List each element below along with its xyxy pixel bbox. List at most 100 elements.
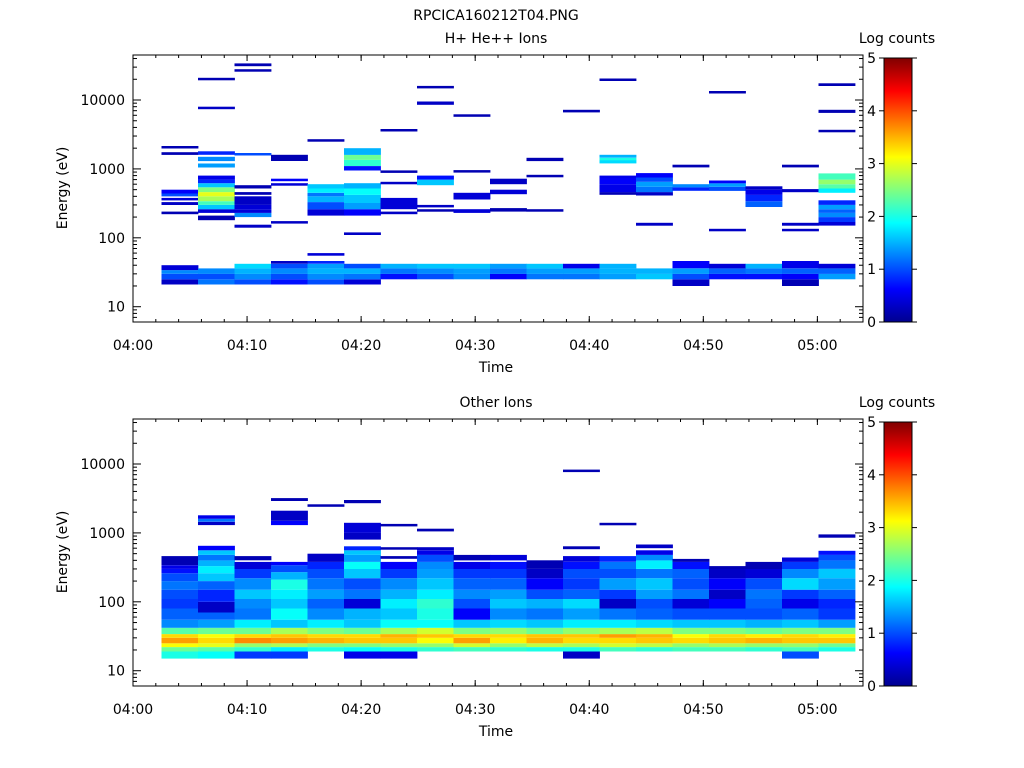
colorbar-tick-label: 2 [867, 209, 876, 225]
heatmap-cell [745, 599, 783, 609]
heatmap-cell [526, 619, 564, 628]
heatmap-cell [198, 192, 235, 197]
heatmap-cell [344, 232, 381, 235]
heatmap-cell [599, 578, 637, 590]
y-axis-label: Energy (eV) [55, 147, 71, 230]
heatmap-cell [380, 211, 418, 215]
heatmap-cell [818, 217, 856, 222]
heatmap-cell [417, 619, 454, 628]
heatmap-cell [599, 268, 637, 274]
heatmap-cell [636, 192, 673, 196]
heatmap-cell [198, 627, 235, 635]
heatmap-cell [672, 268, 710, 274]
panel-title: Other Ions [459, 395, 532, 411]
heatmap-cell [198, 619, 235, 628]
heatmap-cell [344, 532, 381, 540]
x-tick-label: 04:10 [227, 338, 267, 354]
heatmap-cell [234, 568, 272, 579]
heatmap-cell [234, 608, 272, 620]
heatmap-cell [344, 194, 381, 203]
heatmap-cell [271, 279, 308, 285]
heatmap-cell [234, 273, 272, 280]
heatmap-cell [307, 578, 345, 590]
heatmap-cell [490, 619, 527, 628]
heatmap-cell [453, 647, 491, 652]
heatmap-cell [745, 268, 783, 274]
heatmap-cell [344, 550, 381, 555]
heatmap-cell [636, 544, 673, 549]
heatmap-cell [818, 634, 856, 638]
heatmap-cell [599, 157, 637, 161]
heatmap-cell [344, 166, 381, 171]
heatmap-cell [818, 188, 856, 193]
heatmap-cell [599, 154, 637, 158]
heatmap-cell [234, 192, 272, 195]
heatmap-cell [417, 637, 454, 644]
heatmap-cell [161, 565, 199, 569]
x-tick-label: 04:50 [683, 338, 723, 354]
heatmap-cell [234, 647, 272, 652]
heatmap-cell [161, 556, 199, 566]
heatmap-cell [818, 643, 856, 648]
heatmap-cell [344, 608, 381, 620]
heatmap-cell [271, 273, 308, 280]
heatmap-cell [417, 589, 454, 599]
heatmap-cell [307, 273, 345, 280]
heatmap-cell [636, 181, 673, 187]
heatmap-cell [344, 273, 381, 280]
heatmap-cell [307, 188, 345, 193]
heatmap-cell [271, 520, 308, 526]
heatmap-cell [599, 192, 637, 195]
heatmap-cell [782, 619, 819, 628]
heatmap-cell [161, 643, 199, 648]
heatmap-cell [380, 643, 418, 648]
x-tick-label: 04:20 [341, 338, 381, 354]
heatmap-cell [818, 568, 856, 579]
heatmap-cell [198, 589, 235, 602]
heatmap-cell [709, 273, 746, 280]
heatmap-cell [198, 268, 235, 274]
heatmap-cell [307, 202, 345, 210]
heatmap-cell [782, 268, 819, 274]
colorbar-tick-label: 0 [867, 679, 876, 695]
heatmap-cell [490, 634, 527, 638]
heatmap-cell [161, 197, 199, 201]
heatmap-cell [599, 263, 637, 269]
y-tick-label: 10 [107, 664, 125, 680]
heatmap-cell [198, 647, 235, 652]
heatmap-cell [417, 634, 454, 638]
x-tick-label: 05:00 [797, 338, 837, 354]
heatmap-cell [234, 196, 272, 205]
heatmap-cell [818, 589, 856, 599]
heatmap-cell [453, 209, 491, 213]
heatmap-cell [526, 608, 564, 620]
heatmap-cell [818, 578, 856, 590]
heatmap-cell [380, 634, 418, 638]
plot-area [161, 63, 856, 286]
x-tick-label: 04:50 [683, 702, 723, 718]
heatmap-cell [198, 518, 235, 522]
heatmap-cell [417, 101, 454, 105]
heatmap-cell [271, 608, 308, 620]
heatmap-cell [344, 263, 381, 269]
heatmap-cell [709, 568, 746, 579]
heatmap-cell [161, 568, 199, 574]
heatmap-cell [526, 647, 564, 652]
heatmap-cell [490, 627, 527, 635]
heatmap-cell [234, 69, 272, 72]
heatmap-cell [709, 634, 746, 638]
heatmap-cell [307, 192, 345, 197]
heatmap-cell [636, 619, 673, 628]
heatmap-cell [599, 627, 637, 635]
heatmap-cell [161, 599, 199, 609]
heatmap-cell [271, 627, 308, 635]
heatmap-cell [636, 627, 673, 635]
heatmap-cell [198, 187, 235, 193]
heatmap-cell [490, 637, 527, 644]
heatmap-cell [234, 209, 272, 213]
heatmap-cell [417, 554, 454, 562]
x-tick-label: 04:20 [341, 702, 381, 718]
heatmap-cell [234, 63, 272, 67]
heatmap-cell [672, 279, 710, 286]
colorbar-gradient [883, 421, 913, 687]
